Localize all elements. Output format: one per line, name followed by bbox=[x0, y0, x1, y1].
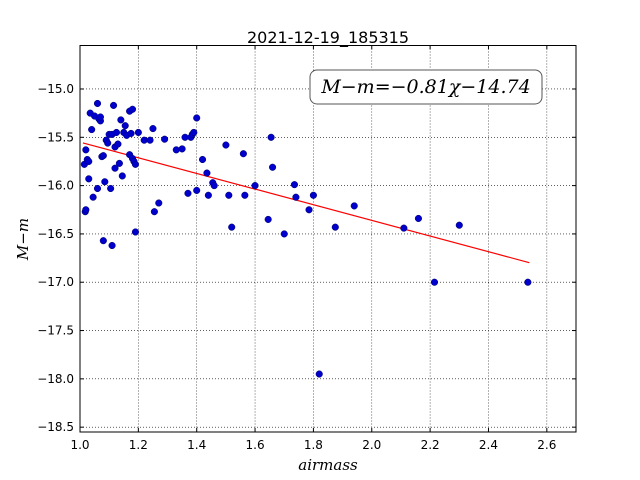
data-point bbox=[150, 208, 158, 216]
data-point bbox=[331, 223, 339, 231]
data-point bbox=[110, 101, 118, 109]
data-point bbox=[131, 160, 139, 168]
x-tick-label: 2.0 bbox=[362, 438, 381, 452]
data-point bbox=[222, 141, 230, 149]
fit-line bbox=[82, 142, 530, 264]
data-point bbox=[117, 116, 125, 124]
data-point bbox=[114, 140, 122, 148]
data-point bbox=[85, 175, 93, 183]
fit-equation-box: M−m=−0.81χ−14.74 bbox=[309, 69, 543, 105]
x-tick-label: 1.2 bbox=[129, 438, 148, 452]
data-point bbox=[210, 182, 218, 190]
data-point bbox=[290, 181, 298, 189]
x-tick-label: 1.0 bbox=[70, 438, 89, 452]
data-point bbox=[99, 237, 107, 245]
data-point bbox=[161, 135, 169, 143]
data-point bbox=[99, 152, 107, 160]
data-point bbox=[82, 206, 90, 214]
data-point bbox=[118, 172, 126, 180]
y-axis-label: M−m bbox=[14, 218, 32, 261]
data-point bbox=[111, 164, 119, 172]
fit-line-group bbox=[82, 142, 530, 264]
data-point bbox=[131, 228, 139, 236]
data-point bbox=[96, 113, 104, 121]
data-point bbox=[203, 169, 211, 177]
data-point bbox=[89, 193, 97, 201]
data-point bbox=[292, 193, 300, 201]
data-point bbox=[414, 214, 422, 223]
data-points bbox=[80, 99, 532, 378]
data-point bbox=[112, 128, 121, 137]
data-point bbox=[127, 129, 135, 137]
x-tick-label: 2.2 bbox=[421, 438, 440, 452]
y-tick-label: −15.5 bbox=[37, 130, 74, 144]
y-tick-label: −17.0 bbox=[37, 275, 74, 289]
data-point bbox=[305, 206, 313, 214]
y-tick-label: −18.5 bbox=[37, 420, 74, 434]
data-point bbox=[184, 189, 192, 197]
data-point bbox=[108, 241, 116, 250]
y-tick-label: −16.0 bbox=[37, 179, 74, 193]
data-point bbox=[193, 186, 201, 194]
data-point bbox=[146, 136, 154, 144]
fit-equation-frame bbox=[309, 69, 543, 105]
data-point bbox=[128, 105, 137, 113]
data-point bbox=[198, 155, 207, 164]
data-point bbox=[107, 184, 115, 193]
data-point bbox=[155, 199, 163, 207]
data-point bbox=[280, 230, 288, 238]
data-point bbox=[350, 202, 358, 210]
chart-title: 2021-12-19_185315 bbox=[247, 28, 409, 48]
data-point bbox=[455, 221, 463, 229]
axis-ticks: 1.0 1.2 1.4 1.6 1.8 2.0 2.2 2.4 2.6 −15.0 −15.5 −16… bbox=[37, 45, 576, 452]
data-point bbox=[267, 133, 275, 141]
data-point bbox=[101, 178, 109, 186]
data-point bbox=[82, 146, 90, 154]
data-point bbox=[190, 128, 198, 137]
data-point bbox=[104, 139, 112, 147]
data-point bbox=[430, 278, 439, 286]
data-point bbox=[85, 157, 93, 165]
x-tick-label: 1.6 bbox=[246, 438, 265, 452]
data-point bbox=[178, 145, 186, 153]
data-point bbox=[149, 125, 157, 133]
data-point bbox=[269, 163, 277, 171]
data-point bbox=[172, 146, 180, 154]
data-point bbox=[115, 159, 123, 167]
data-point bbox=[241, 191, 249, 199]
x-tick-label: 1.4 bbox=[187, 438, 206, 452]
data-point bbox=[93, 184, 102, 193]
data-point bbox=[264, 215, 272, 223]
data-point bbox=[228, 223, 236, 231]
data-point bbox=[251, 182, 259, 190]
data-point bbox=[309, 191, 317, 199]
x-axis-label: airmass bbox=[298, 456, 358, 474]
data-point bbox=[204, 191, 212, 199]
data-point bbox=[93, 99, 102, 108]
fit-equation: M−m=−0.81χ−14.74 bbox=[320, 76, 530, 98]
y-tick-label: −16.5 bbox=[37, 227, 74, 241]
data-point bbox=[121, 122, 129, 130]
x-tick-label: 1.8 bbox=[304, 438, 323, 452]
y-tick-label: −18.0 bbox=[37, 372, 74, 386]
data-point bbox=[225, 191, 233, 199]
x-tick-label: 2.4 bbox=[479, 438, 498, 452]
data-point bbox=[400, 224, 408, 232]
data-point bbox=[315, 370, 323, 378]
x-tick-label: 2.6 bbox=[537, 438, 556, 452]
data-point bbox=[193, 114, 201, 122]
plot-frame bbox=[79, 45, 577, 433]
data-point bbox=[88, 126, 96, 134]
data-point bbox=[524, 278, 532, 286]
data-point bbox=[134, 128, 142, 137]
y-tick-label: −17.5 bbox=[37, 324, 74, 338]
y-tick-label: −15.0 bbox=[37, 82, 74, 96]
data-point bbox=[239, 150, 247, 158]
